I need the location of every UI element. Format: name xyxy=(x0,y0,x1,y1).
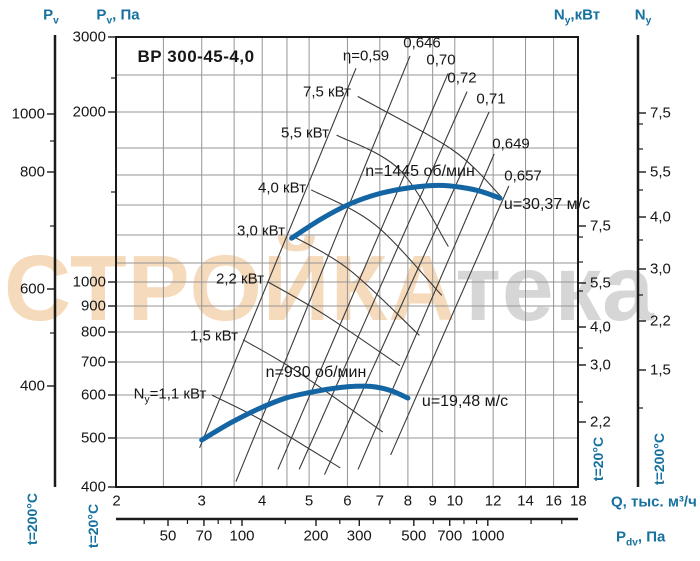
fan-curve-0 xyxy=(289,182,503,241)
power-lines xyxy=(211,95,503,469)
watermark-text-right: тека xyxy=(455,236,655,340)
fan-curves xyxy=(199,182,503,443)
fan-curve-1 xyxy=(199,383,411,443)
grid xyxy=(116,37,579,487)
efficiency-lines xyxy=(199,55,510,482)
axes xyxy=(47,35,646,526)
